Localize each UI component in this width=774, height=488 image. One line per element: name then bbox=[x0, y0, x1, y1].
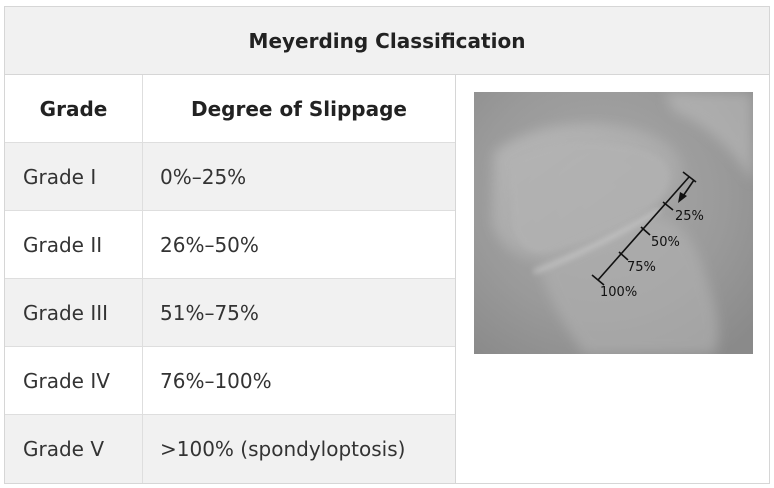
grade-cell: Grade V bbox=[5, 415, 143, 483]
meyerding-classification-figure: Meyerding Classification Grade Degree of… bbox=[4, 6, 770, 484]
label-50: 50% bbox=[651, 235, 680, 250]
xray-panel: 25% 50% 75% 100% bbox=[456, 75, 769, 483]
table-title: Meyerding Classification bbox=[5, 7, 769, 75]
scale-labels: 25% 50% 75% 100% bbox=[600, 209, 704, 300]
label-75: 75% bbox=[627, 260, 656, 275]
table-header-row: Grade Degree of Slippage bbox=[5, 75, 455, 143]
scale-end-bottom bbox=[591, 274, 605, 286]
tick-50 bbox=[640, 226, 651, 236]
label-100: 100% bbox=[600, 285, 637, 300]
table-row: Grade III 51%–75% bbox=[5, 279, 455, 347]
slippage-cell: 26%–50% bbox=[160, 232, 259, 257]
spine-xray-image: 25% 50% 75% 100% bbox=[474, 92, 753, 354]
header-grade: Grade bbox=[5, 75, 143, 142]
table-row: Grade I 0%–25% bbox=[5, 143, 455, 211]
table-row: Grade II 26%–50% bbox=[5, 211, 455, 279]
classification-table: Grade Degree of Slippage Grade I 0%–25% … bbox=[5, 75, 456, 483]
table-row: Grade IV 76%–100% bbox=[5, 347, 455, 415]
slippage-cell: 51%–75% bbox=[160, 300, 259, 325]
grade-cell: Grade IV bbox=[5, 347, 143, 414]
tick-25 bbox=[662, 201, 674, 211]
table-row: Grade V >100% (spondyloptosis) bbox=[5, 415, 455, 483]
grade-cell: Grade I bbox=[5, 143, 143, 210]
l5-vertebra bbox=[509, 142, 670, 253]
grade-cell: Grade II bbox=[5, 211, 143, 278]
slippage-cell: 0%–25% bbox=[160, 164, 247, 189]
slippage-cell: >100% (spondyloptosis) bbox=[160, 437, 406, 461]
grade-cell: Grade III bbox=[5, 279, 143, 346]
xray-svg: 25% 50% 75% 100% bbox=[474, 92, 753, 354]
label-25: 25% bbox=[675, 209, 704, 224]
arrow-head-icon bbox=[678, 192, 687, 203]
slippage-cell: 76%–100% bbox=[160, 368, 272, 393]
tick-75 bbox=[618, 251, 629, 261]
endplate-edge bbox=[533, 208, 661, 274]
pelvis-shadow bbox=[664, 92, 753, 182]
header-slippage: Degree of Slippage bbox=[191, 96, 407, 121]
